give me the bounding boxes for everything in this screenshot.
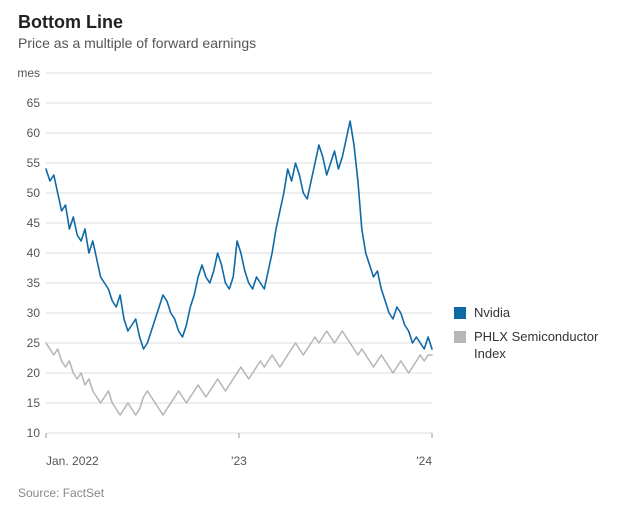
y-tick-label: 55 (27, 156, 41, 170)
x-axis-labels: Jan. 2022 '23 '24 (18, 454, 438, 472)
y-tick-label: 30 (27, 306, 41, 320)
y-tick-label: 40 (27, 246, 41, 260)
legend-label: Nvidia (474, 305, 510, 321)
x-tick-label: '24 (416, 454, 432, 468)
series-line (46, 121, 432, 349)
y-tick-label: 65 (27, 96, 41, 110)
y-tick-label: 10 (27, 426, 41, 440)
chart-container: Bottom Line Price as a multiple of forwa… (0, 0, 618, 510)
legend-swatch (454, 331, 466, 343)
y-tick-label: 50 (27, 186, 41, 200)
x-tick-label: '23 (231, 454, 247, 468)
legend-item: PHLX Semiconductor Index (454, 329, 600, 362)
chart-title: Bottom Line (18, 12, 600, 33)
y-tick-label: 70 times (18, 66, 40, 80)
y-tick-label: 45 (27, 216, 41, 230)
legend: Nvidia PHLX Semiconductor Index (438, 65, 600, 370)
y-tick-label: 25 (27, 336, 41, 350)
chart-row: 10 15 20 25 30 35 40 45 50 55 60 65 70 times Jan. 20… (18, 65, 600, 472)
chart-subtitle: Price as a multiple of forward earnings (18, 35, 600, 51)
line-chart-svg: 10 15 20 25 30 35 40 45 50 55 60 65 70 times (18, 65, 438, 445)
x-tick-label: Jan. 2022 (46, 454, 99, 468)
legend-item: Nvidia (454, 305, 600, 321)
y-tick-label: 35 (27, 276, 41, 290)
source-text: Source: FactSet (18, 486, 600, 500)
chart-plot-area: 10 15 20 25 30 35 40 45 50 55 60 65 70 times Jan. 20… (18, 65, 438, 472)
y-tick-label: 20 (27, 366, 41, 380)
y-tick-label: 60 (27, 126, 41, 140)
legend-swatch (454, 307, 466, 319)
y-tick-label: 15 (27, 396, 41, 410)
legend-label: PHLX Semiconductor Index (474, 329, 600, 362)
